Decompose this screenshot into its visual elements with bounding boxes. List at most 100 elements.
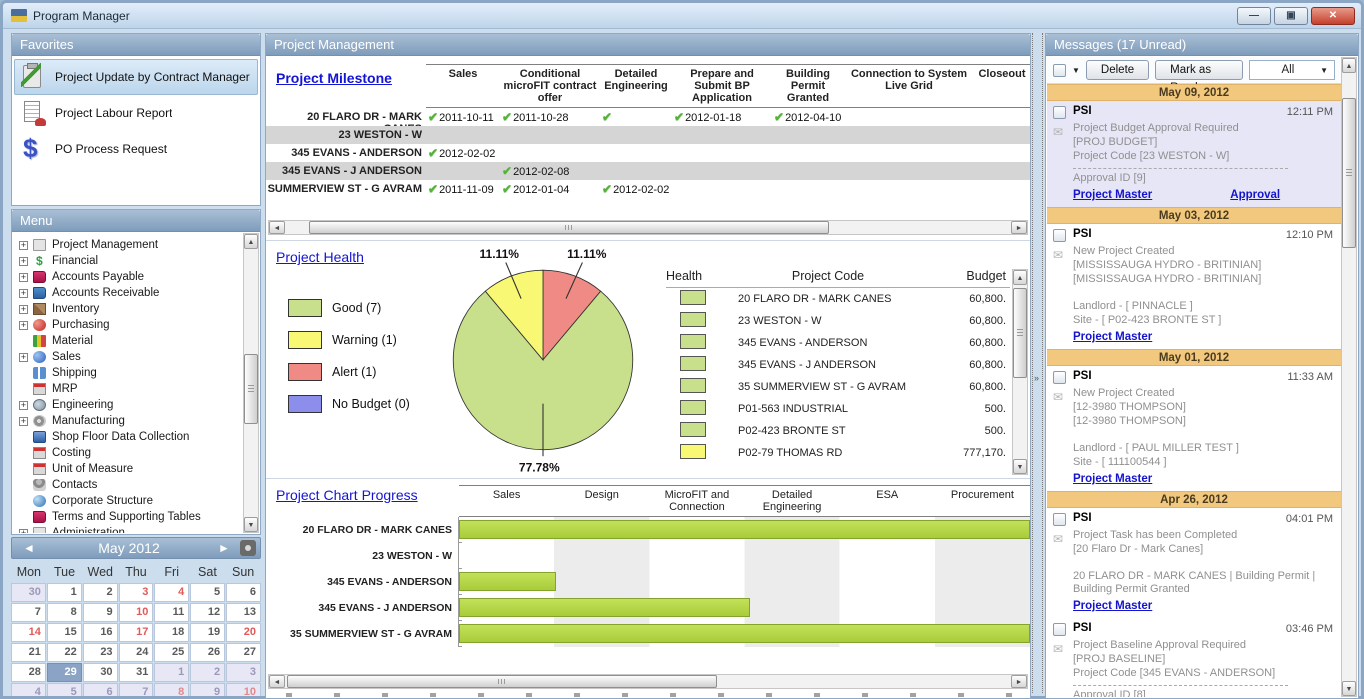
calendar-day[interactable]: 17 [119,623,154,642]
gantt-row[interactable]: 345 EVANS - ANDERSON [266,569,1030,595]
health-row[interactable]: P02-423 BRONTE ST500. [666,420,1010,442]
menu-item-material[interactable]: +Material [17,333,243,349]
calendar-day[interactable]: 10 [119,603,154,622]
menu-item-costing[interactable]: +Costing [17,445,243,461]
calendar-day[interactable]: 16 [83,623,118,642]
gantt-row[interactable]: 35 SUMMERVIEW ST - G AVRAM [266,621,1030,647]
health-scrollbar[interactable]: ▲ ▼ [1012,269,1028,475]
message-item[interactable]: ✉ PSI12:11 PM Project Budget Approval Re… [1047,101,1341,207]
menu-item-unit-of-measure[interactable]: +Unit of Measure [17,461,243,477]
calendar-day[interactable]: 18 [154,623,189,642]
calendar-day[interactable]: 8 [47,603,82,622]
calendar-day[interactable]: 15 [47,623,82,642]
health-row[interactable]: 345 EVANS - ANDERSON60,800. [666,332,1010,354]
menu-item-shipping[interactable]: +Shipping [17,365,243,381]
calendar-day[interactable]: 14 [11,623,46,642]
delete-button[interactable]: Delete [1086,60,1149,80]
gantt-row[interactable]: 23 WESTON - W [266,543,1030,569]
messages-scrollbar[interactable]: ▲ ▼ [1341,57,1357,697]
project-chart-progress-link[interactable]: Project Chart Progress [276,487,418,503]
calendar-day[interactable]: 23 [83,643,118,662]
calendar-day[interactable]: 25 [154,643,189,662]
project-master-link[interactable]: Project Master [1073,600,1152,612]
gantt-row[interactable]: 345 EVANS - J ANDERSON [266,595,1030,621]
menu-item-mrp[interactable]: +MRP [17,381,243,397]
calendar-day[interactable]: 7 [11,603,46,622]
favorite-item-labour-report[interactable]: Project Labour Report [14,95,258,131]
scroll-down-icon[interactable]: ▼ [244,517,258,532]
calendar-day-selected[interactable]: 29 [47,663,82,682]
minimize-button[interactable]: — [1237,7,1271,25]
calendar-next-icon[interactable]: ► [212,541,236,555]
calendar-day[interactable]: 9 [83,603,118,622]
expand-icon[interactable]: + [19,401,28,410]
calendar-day[interactable]: 24 [119,643,154,662]
scroll-down-icon[interactable]: ▼ [1342,681,1356,696]
menu-item-purchasing[interactable]: +Purchasing [17,317,243,333]
select-all-checkbox[interactable] [1053,64,1066,77]
message-item[interactable]: ✉ PSI04:01 PM Project Task has been Comp… [1047,508,1341,618]
menu-item-shop-floor[interactable]: +Shop Floor Data Collection [17,429,243,445]
calendar-day[interactable]: 28 [11,663,46,682]
scroll-up-icon[interactable]: ▲ [244,234,258,249]
project-health-link[interactable]: Project Health [276,249,364,265]
calendar-day[interactable]: 10 [226,683,261,696]
health-row[interactable]: P02-79 THOMAS RD777,170. [666,442,1010,464]
health-row[interactable]: 23 WESTON - W60,800. [666,310,1010,332]
calendar-day[interactable]: 2 [190,663,225,682]
menu-item-accounts-payable[interactable]: +Accounts Payable [17,269,243,285]
progress-h-scrollbar[interactable]: ◄ ► [268,674,1028,689]
calendar-day[interactable]: 1 [47,583,82,602]
maximize-button[interactable]: ▣ [1274,7,1308,25]
calendar-day[interactable]: 6 [226,583,261,602]
approval-link[interactable]: Approval [1230,189,1280,201]
message-item[interactable]: ✉ PSI11:33 AM New Project Created [12-39… [1047,366,1341,491]
project-master-link[interactable]: Project Master [1073,473,1152,485]
gantt-row[interactable]: 20 FLARO DR - MARK CANES [266,517,1030,543]
scroll-thumb[interactable] [287,675,717,688]
health-row[interactable]: 345 EVANS - J ANDERSON60,800. [666,354,1010,376]
scroll-thumb[interactable] [1013,288,1027,378]
calendar-day[interactable]: 31 [119,663,154,682]
expand-icon[interactable]: + [19,529,28,534]
project-milestone-link[interactable]: Project Milestone [276,70,392,86]
health-row[interactable]: 35 SUMMERVIEW ST - G AVRAM60,800. [666,376,1010,398]
expand-icon[interactable]: + [19,257,28,266]
project-master-link[interactable]: Project Master [1073,331,1152,343]
calendar-day[interactable]: 20 [226,623,261,642]
calendar-day[interactable]: 9 [190,683,225,696]
calendar-day[interactable]: 5 [190,583,225,602]
project-master-link[interactable]: Project Master [1073,189,1152,201]
expand-icon[interactable]: + [19,417,28,426]
menu-item-accounts-receivable[interactable]: +Accounts Receivable [17,285,243,301]
scroll-left-icon[interactable]: ◄ [269,221,285,234]
scroll-up-icon[interactable]: ▲ [1013,270,1027,285]
calendar-day[interactable]: 2 [83,583,118,602]
calendar-settings-icon[interactable] [240,540,256,556]
menu-item-terms-tables[interactable]: +Terms and Supporting Tables [17,509,243,525]
menu-item-sales[interactable]: +Sales [17,349,243,365]
calendar-prev-icon[interactable]: ◄ [12,541,46,555]
menu-item-contacts[interactable]: +Contacts [17,477,243,493]
calendar-day[interactable]: 13 [226,603,261,622]
calendar-day[interactable]: 6 [83,683,118,696]
message-checkbox[interactable] [1053,371,1066,384]
calendar-day[interactable]: 11 [154,603,189,622]
menu-item-administration[interactable]: +Administration [17,525,243,533]
menu-item-project-management[interactable]: +Project Management [17,237,243,253]
calendar-day[interactable]: 22 [47,643,82,662]
calendar-day[interactable]: 8 [154,683,189,696]
mark-as-read-button[interactable]: Mark as Read [1155,60,1243,80]
calendar-day[interactable]: 4 [11,683,46,696]
scroll-right-icon[interactable]: ► [1011,221,1027,234]
message-item[interactable]: ✉ PSI03:46 PM Project Baseline Approval … [1047,618,1341,697]
menu-item-manufacturing[interactable]: +Manufacturing [17,413,243,429]
menu-item-financial[interactable]: +Financial [17,253,243,269]
health-row[interactable]: P01-563 INDUSTRIAL500. [666,398,1010,420]
calendar-day[interactable]: 12 [190,603,225,622]
calendar-day[interactable]: 3 [226,663,261,682]
calendar-day[interactable]: 7 [119,683,154,696]
expand-icon[interactable]: + [19,305,28,314]
message-checkbox[interactable] [1053,106,1066,119]
menu-item-engineering[interactable]: +Engineering [17,397,243,413]
